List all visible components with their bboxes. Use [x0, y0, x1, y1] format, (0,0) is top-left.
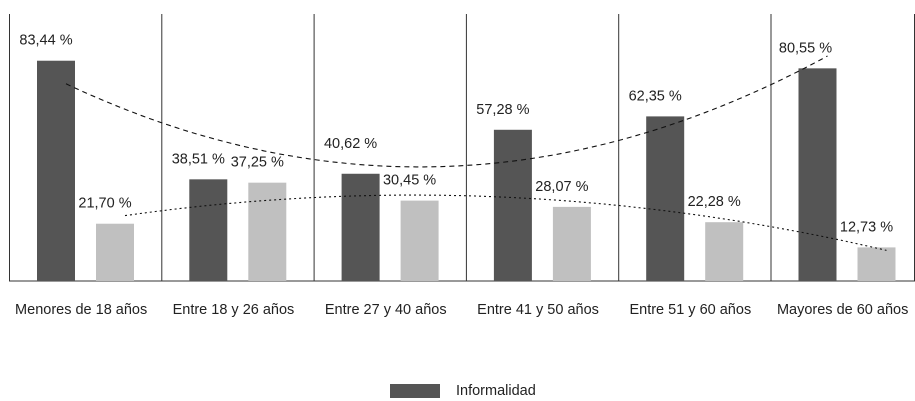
legend: Informalidad: [390, 383, 536, 399]
bar: [341, 173, 380, 281]
bars: [37, 60, 896, 282]
category-labels: Menores de 18 años Entre 18 y 26 años Entr…: [15, 302, 908, 318]
category-label: Entre 51 y 60 años: [629, 302, 751, 318]
data-label: 83,44 %: [19, 33, 72, 49]
category-label: Mayores de 60 años: [777, 302, 908, 318]
data-label: 37,25 %: [231, 155, 284, 171]
data-label: 80,55 %: [779, 40, 832, 56]
bar: [798, 68, 837, 282]
bar: [857, 247, 896, 281]
data-label: 22,28 %: [688, 194, 741, 210]
trend-line: [124, 194, 887, 251]
data-label: 38,51 %: [172, 151, 225, 167]
data-labels: 83,44 % 38,51 % 40,62 % 57,28 % 62,35 % 80,55…: [19, 33, 893, 236]
data-label: 28,07 %: [535, 179, 588, 195]
data-label: 62,35 %: [629, 88, 682, 104]
bar: [646, 116, 685, 281]
category-label: Entre 18 y 26 años: [173, 302, 295, 318]
data-label: 57,28 %: [476, 102, 529, 118]
bar: [37, 60, 75, 281]
bar: [552, 206, 591, 281]
legend-label: Informalidad: [456, 383, 536, 399]
data-label: 12,73 %: [840, 219, 893, 235]
category-label: Entre 41 y 50 años: [477, 302, 599, 318]
data-label: 30,45 %: [383, 173, 436, 189]
bar: [705, 222, 744, 281]
legend-swatch: [390, 384, 440, 398]
category-label: Menores de 18 años: [15, 302, 147, 318]
bar: [96, 223, 134, 281]
bar: [248, 182, 287, 281]
bar: [400, 200, 439, 281]
chart-frame: [9, 14, 915, 282]
trend-lines: [65, 55, 887, 251]
data-label: 40,62 %: [324, 136, 377, 152]
category-label: Entre 27 y 40 años: [325, 302, 447, 318]
data-label: 21,70 %: [78, 196, 131, 212]
bar: [189, 179, 228, 281]
bar: [493, 129, 532, 281]
trend-line: [65, 55, 828, 168]
